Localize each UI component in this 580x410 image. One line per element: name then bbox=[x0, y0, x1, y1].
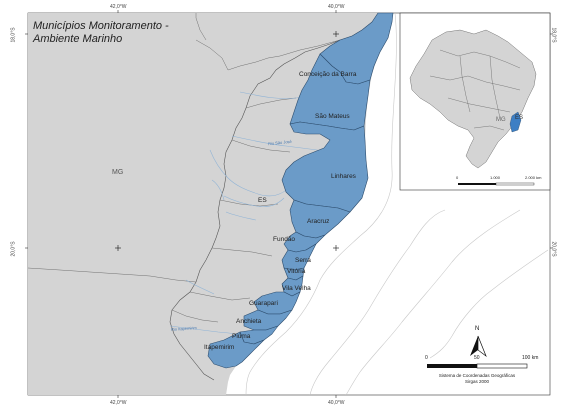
map-title: Municípios Monitoramento - Ambiente Mari… bbox=[33, 20, 169, 46]
inset-label-es: ES bbox=[515, 115, 524, 121]
inset-brazil bbox=[409, 29, 537, 169]
label-guarapari: Guarapari bbox=[249, 300, 278, 307]
inset-state-lines bbox=[429, 49, 521, 131]
label-anchieta: Anchieta bbox=[236, 318, 262, 325]
lat-label-right-top: 18,0°S bbox=[550, 27, 557, 43]
label-piuma: Piúma bbox=[232, 333, 251, 340]
municipality-itapemirim[interactable] bbox=[207, 331, 265, 369]
label-vila-velha: Vila Velha bbox=[282, 285, 311, 292]
crs-note: Sistema de Coordenadas Geográficas Sirga… bbox=[417, 373, 537, 385]
label-aracruz: Aracruz bbox=[307, 218, 330, 225]
label-conceicao-da-barra: Conceição da Barra bbox=[299, 71, 357, 78]
label-sao-mateus: São Mateus bbox=[315, 113, 350, 120]
bathymetry-lines bbox=[245, 12, 549, 396]
lon-label-bottom-right: 40,0°W bbox=[328, 400, 345, 406]
label-itapemirim: Itapemirim bbox=[204, 344, 235, 351]
crs-line1: Sistema de Coordenadas Geográficas bbox=[438, 373, 516, 378]
inset-es-highlight bbox=[509, 111, 522, 133]
lon-label-bottom-left: 42,0°W bbox=[110, 400, 127, 406]
municipality-guarapari[interactable] bbox=[253, 291, 301, 315]
inset-scale-bar bbox=[458, 182, 535, 186]
label-fundao: Fundão bbox=[273, 236, 296, 243]
admin-boundaries bbox=[27, 12, 379, 323]
lon-label-top-right: 40,0°W bbox=[328, 4, 345, 10]
graticule-cross-icon bbox=[115, 31, 339, 251]
label-linhares: Linhares bbox=[331, 173, 356, 180]
inset-scale-zero: 0 bbox=[456, 175, 459, 180]
label-serra: Serra bbox=[295, 257, 311, 264]
scale-mid: 50 bbox=[474, 355, 480, 361]
inset-label-mg: MG bbox=[496, 117, 506, 123]
scale-zero: 0 bbox=[425, 355, 428, 361]
scale-bar bbox=[427, 363, 528, 369]
north-label: N bbox=[475, 326, 480, 332]
map-title-line1: Municípios Monitoramento - bbox=[33, 20, 169, 32]
lat-label-left-bottom: 20,0°S bbox=[10, 241, 17, 257]
inset-scale-mid: 1.000 bbox=[490, 175, 501, 180]
state-label-es: ES bbox=[258, 197, 267, 204]
map-title-line2: Ambiente Marinho bbox=[33, 33, 123, 45]
municipality-serra[interactable] bbox=[281, 243, 317, 271]
label-vitoria: Vitória bbox=[287, 268, 306, 275]
north-arrow-icon bbox=[470, 335, 487, 358]
lat-label-left-top: 18,0°S bbox=[10, 27, 17, 43]
graticule-ticks bbox=[25, 10, 553, 398]
scale-max: 100 km bbox=[522, 355, 539, 361]
state-label-mg: MG bbox=[112, 169, 124, 176]
lon-label-top-left: 42,0°W bbox=[110, 4, 127, 10]
lat-label-right-bottom: 20,0°S bbox=[550, 241, 557, 257]
inset-scale-max: 2.000 km bbox=[525, 175, 542, 180]
crs-line2: Sirgas 2000 bbox=[464, 379, 490, 384]
municipality-anchieta[interactable] bbox=[243, 309, 293, 331]
municipalities bbox=[207, 12, 394, 369]
